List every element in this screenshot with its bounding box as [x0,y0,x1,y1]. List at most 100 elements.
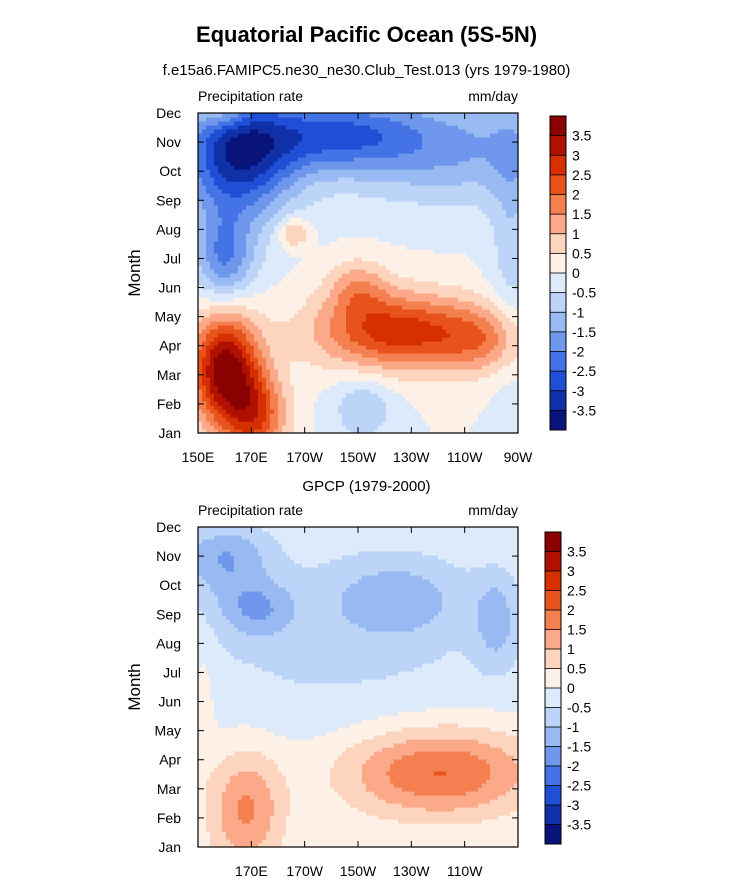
heatmap-cell [422,113,427,118]
heatmap-cell [198,405,203,410]
heatmap-cell [438,321,443,326]
heatmap-cell [362,245,367,250]
heatmap-cell [282,357,287,362]
heatmap-cell [386,281,391,286]
heatmap-cell [306,341,311,346]
heatmap-cell [322,225,327,230]
heatmap-cell [302,117,307,122]
heatmap-cell [318,313,323,318]
heatmap-cell [422,337,427,342]
heatmap-cell [382,305,387,310]
heatmap-cell [214,429,219,434]
heatmap-cell [422,261,427,266]
heatmap-cell [286,293,291,298]
heatmap-cell [398,253,403,258]
heatmap-cell [362,197,367,202]
heatmap-cell [418,285,423,290]
heatmap-cell [410,389,415,394]
heatmap-cell [210,349,215,354]
heatmap-cell [230,305,235,310]
heatmap-cell [282,193,287,198]
heatmap-cell [354,245,359,250]
heatmap-cell [258,125,263,130]
heatmap-cell [210,185,215,190]
heatmap-cell [206,205,211,210]
heatmap-cell [270,405,275,410]
heatmap-cell [386,353,391,358]
heatmap-cell [270,309,275,314]
heatmap-cell [306,165,311,170]
heatmap-cell [198,309,203,314]
heatmap-cell [294,397,299,402]
heatmap-cell [234,125,239,130]
heatmap-cell [394,421,399,426]
heatmap-cell [250,145,255,150]
heatmap-cell [218,173,223,178]
heatmap-cell [330,309,335,314]
heatmap-cell [446,389,451,394]
heatmap-cell [346,117,351,122]
heatmap-cell [290,293,295,298]
heatmap-cell [294,401,299,406]
heatmap-cell [310,317,315,322]
heatmap-cell [210,297,215,302]
heatmap-cell [350,305,355,310]
heatmap-cell [326,257,331,262]
heatmap-cell [382,301,387,306]
heatmap-cell [266,137,271,142]
heatmap-cell [366,321,371,326]
heatmap-cell [238,145,243,150]
heatmap-cell [362,349,367,354]
heatmap-cell [362,205,367,210]
heatmap-cell [238,421,243,426]
heatmap-cell [266,221,271,226]
heatmap-cell [258,209,263,214]
heatmap-cell [206,373,211,378]
heatmap-cell [274,233,279,238]
heatmap-cell [202,381,207,386]
heatmap-cell [246,277,251,282]
heatmap-cell [222,169,227,174]
heatmap-cell [230,161,235,166]
heatmap-cell [418,329,423,334]
heatmap-cell [254,129,259,134]
heatmap-cell [294,173,299,178]
heatmap-cell [326,325,331,330]
heatmap-cell [238,373,243,378]
heatmap-cell [402,365,407,370]
heatmap-cell [438,257,443,262]
heatmap-cell [330,389,335,394]
heatmap-cell [330,193,335,198]
heatmap-cell [406,185,411,190]
heatmap-cell [394,225,399,230]
heatmap-cell [214,237,219,242]
heatmap-cell [322,213,327,218]
heatmap-cell [286,221,291,226]
heatmap-cell [382,349,387,354]
heatmap-cell [234,113,239,118]
heatmap-cell [318,145,323,150]
heatmap-cell [350,141,355,146]
heatmap-cell [270,425,275,430]
heatmap-cell [382,273,387,278]
heatmap-cell [270,125,275,130]
heatmap-cell [234,289,239,294]
heatmap-cell [354,309,359,314]
heatmap-cell [442,301,447,306]
heatmap-cell [222,269,227,274]
heatmap-cell [274,345,279,350]
heatmap-cell [262,137,267,142]
heatmap-cell [370,325,375,330]
heatmap-cell [258,425,263,430]
heatmap-cell [426,385,431,390]
heatmap-cell [274,209,279,214]
heatmap-cell [386,217,391,222]
heatmap-cell [222,285,227,290]
heatmap-cell [210,421,215,426]
heatmap-cell [238,429,243,434]
heatmap-cell [414,325,419,330]
heatmap-cell [198,165,203,170]
heatmap-cell [258,201,263,206]
heatmap-cell [370,413,375,418]
heatmap-cell [406,301,411,306]
